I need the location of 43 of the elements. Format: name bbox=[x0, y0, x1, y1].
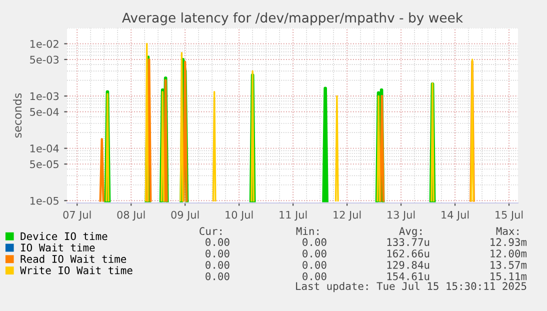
x-tick-label: 14 Jul bbox=[442, 210, 469, 221]
legend-label: Write IO Wait time bbox=[20, 266, 132, 274]
text: 13.57m bbox=[490, 260, 527, 269]
text: 129.84u bbox=[387, 260, 430, 269]
y-tick-label: 5e-04 bbox=[30, 108, 59, 116]
text: 162.66u bbox=[387, 250, 430, 258]
x-tick-label: 12 Jul bbox=[334, 210, 361, 221]
text: Cur: bbox=[200, 227, 222, 236]
legend-label: Device IO time bbox=[20, 232, 108, 240]
text: 0.00 bbox=[206, 250, 230, 258]
x-tick-label: 08 Jul bbox=[117, 210, 145, 221]
text: 12.00m bbox=[490, 250, 527, 258]
x-tick-label: 13 Jul bbox=[388, 210, 415, 221]
y-tick-label: 1e-03 bbox=[30, 92, 59, 100]
legend-label: IO Wait time bbox=[21, 243, 95, 252]
x-tick-label: 10 Jul bbox=[226, 210, 253, 221]
text: 0.00 bbox=[302, 272, 326, 280]
text: 15.11m bbox=[490, 272, 527, 280]
text: 12.93m bbox=[490, 238, 527, 246]
text: 133.77u bbox=[387, 238, 430, 246]
y-tick-label: 5e-05 bbox=[30, 160, 58, 168]
legend-label: Read IO Wait time bbox=[20, 254, 126, 263]
y-tick-label: 1e-05 bbox=[30, 196, 58, 205]
y-axis-title: seconds bbox=[13, 93, 22, 138]
text: 154.61u bbox=[387, 272, 430, 280]
x-tick-label: 15 Jul bbox=[496, 210, 523, 221]
chart-title: Average latency for /dev/mapper/mpathv - by week bbox=[122, 12, 464, 26]
x-tick-label: 09 Jul bbox=[171, 210, 199, 221]
x-tick-label: 07 Jul bbox=[63, 210, 91, 221]
text: 0.00 bbox=[302, 260, 326, 269]
text: 0.00 bbox=[206, 238, 230, 246]
text: 0.00 bbox=[302, 238, 326, 246]
text: 0.00 bbox=[302, 250, 326, 258]
y-tick-label: 1e-04 bbox=[30, 144, 59, 152]
text: Min: bbox=[296, 226, 318, 235]
text: 0.00 bbox=[206, 260, 230, 269]
text: Last update: Tue Jul 15 15:30:11 2025 bbox=[296, 282, 526, 292]
text: Max: bbox=[496, 227, 518, 236]
y-tick-label: 5e-03 bbox=[30, 56, 59, 64]
text: Avg: bbox=[399, 227, 422, 238]
y-tick-label: 1e-02 bbox=[30, 40, 58, 48]
text: 0.00 bbox=[206, 272, 230, 280]
x-tick-label: 11 Jul bbox=[280, 210, 307, 221]
